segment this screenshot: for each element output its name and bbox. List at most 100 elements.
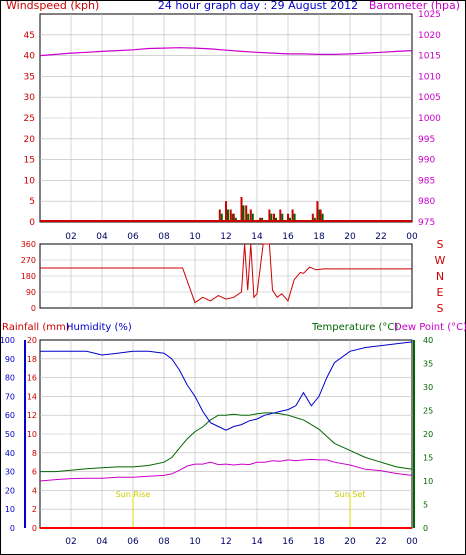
compass-label: N: [436, 270, 444, 283]
graph-date-title: 24 hour graph day : 29 August 2012: [158, 0, 358, 12]
windspeed-gust-bar: [291, 209, 294, 222]
windspeed-tick-label: 40: [24, 52, 36, 62]
rainfall-tick-label: 20: [27, 336, 37, 345]
windspeed-gust-bar: [249, 209, 252, 222]
hour-tick-label: 18: [313, 232, 325, 242]
windspeed-average-bar: [227, 209, 229, 222]
barometer-tick-label: 980: [418, 197, 435, 207]
rainfall-axis-title: Rainfall (mm): [2, 322, 70, 333]
hour-tick-label: 18: [313, 537, 325, 547]
windspeed-average-bar: [242, 205, 245, 222]
barometer-axis-title: Barometer (hpa): [369, 0, 460, 12]
hour-tick-label: 12: [220, 232, 231, 242]
rainfall-tick-label: 4: [32, 486, 37, 495]
hour-tick-label: 04: [96, 537, 108, 547]
windspeed-average-bar: [318, 209, 321, 222]
hour-tick-label: 10: [189, 537, 201, 547]
temperature-tick-labels: 0 5 10 15 20 25 30 35 40: [423, 336, 433, 533]
windspeed-gust-bar: [311, 213, 314, 222]
rainfall-tick-label: 14: [27, 392, 37, 401]
windspeed-tick-label: 15: [24, 156, 35, 166]
windspeed-gust-bar: [232, 213, 235, 222]
hour-tick-label: 10: [189, 232, 201, 242]
wind-direction-tick-labels: 0 90 180 270 360: [21, 240, 36, 313]
windspeed-average-bar: [289, 217, 291, 222]
sunrise-label: Sun Rise: [116, 490, 151, 499]
hour-tick-label: 14: [251, 232, 263, 242]
windspeed-average-bar: [281, 213, 284, 222]
temperature-tick-label: 40: [423, 336, 433, 345]
windspeed-average-bar: [270, 213, 273, 222]
hour-tick-label: 08: [158, 232, 170, 242]
humidity-tick-label: 20: [5, 486, 15, 495]
rain-humidity-temperature-panel: Rainfall (mm) Humidity (%) Temperature (…: [0, 322, 466, 547]
temperature-tick-label: 0: [423, 524, 428, 533]
wind-barometer-gridlines: [40, 14, 412, 222]
rainfall-tick-label: 10: [27, 430, 37, 439]
temperature-tick-label: 20: [423, 430, 433, 439]
humidity-tick-label: 60: [5, 411, 15, 420]
humidity-line: [40, 341, 413, 431]
windspeed-average-bar: [231, 213, 234, 222]
humidity-tick-labels: 0 10 20 30 40 50 60 70 80 90 100: [0, 336, 15, 533]
humidity-tick-label: 100: [0, 336, 15, 345]
windspeed-tick-label: 35: [24, 72, 35, 82]
temperature-line: [40, 412, 413, 473]
rainfall-tick-label: 16: [27, 374, 37, 383]
windspeed-average-bar: [220, 213, 223, 222]
dew-point-line: [39, 458, 413, 482]
windspeed-tick-label: 30: [24, 93, 36, 103]
windspeed-tick-label: 45: [24, 31, 35, 41]
humidity-tick-label: 30: [5, 468, 15, 477]
barometer-tick-labels: 975 980 985 990 995 1000 1005 1010 1015 1020 1025: [418, 10, 441, 228]
rainfall-tick-label: 12: [27, 411, 37, 420]
sunset-label: Sun Set: [335, 490, 366, 499]
rainfall-tick-label: 2: [32, 505, 37, 514]
hour-tick-label: 16: [282, 537, 294, 547]
barometer-tick-label: 995: [418, 135, 435, 145]
temperature-tick-label: 25: [423, 407, 433, 416]
windspeed-average-bar: [247, 213, 250, 222]
barometer-line: [39, 47, 413, 57]
hour-tick-label: 08: [158, 537, 170, 547]
windspeed-average-bar: [261, 217, 264, 222]
windspeed-gust-bar: [287, 213, 289, 222]
windspeed-gust-bar: [245, 205, 248, 222]
rainfall-tick-labels: 0 2 4 6 8 10 12 14 16 18 20: [27, 336, 37, 533]
temperature-tick-label: 35: [423, 360, 433, 369]
hour-tick-label: 14: [251, 537, 263, 547]
compass-label: E: [437, 286, 444, 299]
humidity-tick-label: 50: [5, 430, 15, 439]
dew-point-axis-title: Dew Point (°C): [394, 322, 466, 333]
windspeed-gust-bar: [240, 197, 243, 222]
windspeed-gust-bar: [273, 213, 275, 222]
hour-tick-label: 12: [220, 537, 231, 547]
hour-tick-label: 02: [65, 537, 76, 547]
hour-tick-label: 22: [375, 537, 386, 547]
windspeed-average-bar: [313, 217, 316, 222]
hour-tick-label: 22: [375, 232, 386, 242]
hour-tick-label: 02: [65, 232, 76, 242]
windspeed-gust-bar: [218, 209, 221, 222]
humidity-tick-label: 40: [5, 449, 15, 458]
wind-direction-tick-label: 90: [26, 288, 36, 297]
windspeed-average-bar: [275, 217, 277, 222]
windspeed-gust-bar: [225, 201, 227, 222]
windspeed-gust-bar: [229, 209, 232, 222]
windspeed-tick-label: 25: [24, 114, 35, 124]
wind-direction-tick-label: 0: [31, 304, 36, 313]
windspeed-tick-label: 5: [29, 197, 35, 207]
windspeed-gust-bar: [316, 201, 319, 222]
temperature-tick-label: 5: [423, 501, 428, 510]
barometer-tick-label: 1010: [418, 72, 441, 82]
windspeed-average-bar: [321, 213, 324, 222]
temperature-axis-title: Temperature (°C): [311, 322, 398, 333]
hour-tick-label: 00: [406, 232, 418, 242]
temperature-tick-label: 10: [423, 477, 433, 486]
windspeed-gust-bar: [259, 217, 262, 222]
barometer-tick-label: 975: [418, 218, 435, 228]
hour-tick-label: 20: [344, 232, 356, 242]
